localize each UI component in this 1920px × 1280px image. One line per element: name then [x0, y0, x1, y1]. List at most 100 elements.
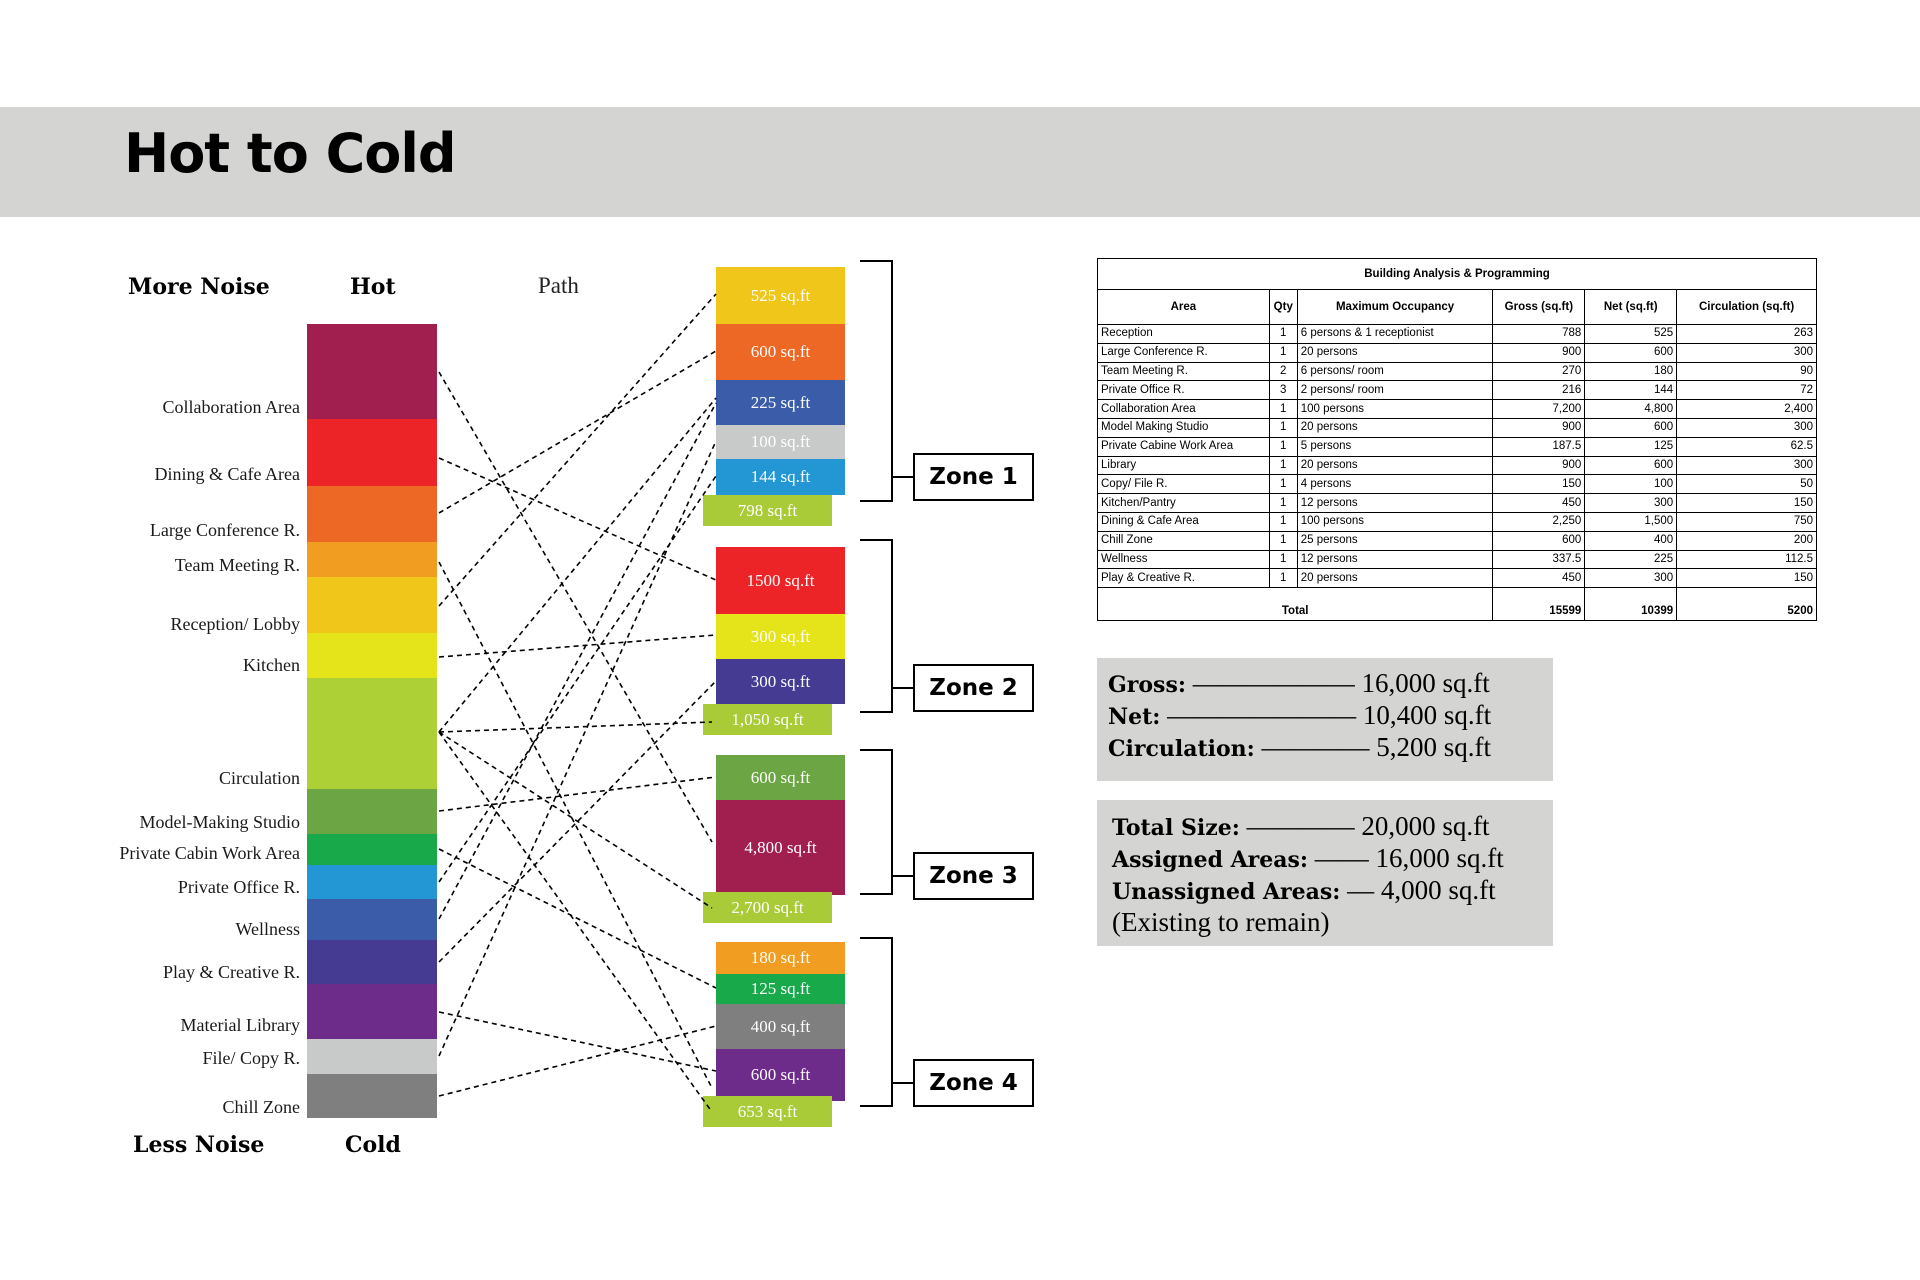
zone1-bracket [860, 260, 893, 502]
table-cell: Dining & Cafe Area [1097, 511, 1270, 532]
col-header: Qty [1268, 289, 1298, 325]
total-size-summary: Total Size: ———— 20,000 sq.ft [1112, 811, 1490, 842]
table-cell: 1 [1268, 493, 1298, 513]
path-line [438, 293, 717, 607]
table-cell: 216 [1492, 380, 1586, 401]
table-cell: 1,500 [1584, 511, 1678, 532]
table-cell: 180 [1584, 361, 1678, 382]
net-dash: ——————— [1167, 700, 1357, 730]
table-cell: 100 [1584, 474, 1678, 495]
table-row: Large Conference R. 1 20 persons 900 600 300 [1097, 342, 1817, 363]
zone4-block: 125 sq.ft [716, 974, 845, 1004]
table-cell: 263 [1676, 324, 1817, 344]
table-cell: 62.5 [1676, 436, 1817, 457]
table-cell: 750 [1676, 511, 1817, 532]
table-cell: 20 persons [1296, 568, 1494, 589]
table-cell: Large Conference R. [1097, 342, 1270, 363]
table-cell: 1 [1268, 530, 1298, 551]
spectrum-label: File/ Copy R. [202, 1048, 300, 1068]
size-summary-box [1097, 800, 1553, 946]
table-cell: Private Office R. [1097, 380, 1270, 401]
circulation-dash: ———— [1261, 732, 1370, 762]
table-cell: 5 persons [1296, 436, 1494, 457]
table-row: Private Office R. 3 2 persons/ room 216 144 7… [1097, 380, 1817, 401]
table-title: Building Analysis & Programming [1097, 258, 1817, 290]
net-label: Net: [1108, 704, 1161, 730]
table-row: Private Cabine Work Area 1 5 persons 187.5 1… [1097, 436, 1817, 457]
page-title: Hot to Cold [124, 122, 457, 185]
gross-value: 16,000 sq.ft [1361, 668, 1490, 698]
table-cell: 1 [1268, 417, 1298, 438]
table-cell: 1 [1268, 342, 1298, 363]
zone3-block: 600 sq.ft [716, 755, 845, 800]
table-cell: 900 [1492, 455, 1586, 476]
zone1-block: 600 sq.ft [716, 324, 845, 380]
spectrum-label: Private Cabin Work Area [119, 843, 300, 863]
unassigned-summary: Unassigned Areas: — 4,000 sq.ft [1112, 875, 1496, 906]
table-cell: 20 persons [1296, 455, 1494, 476]
table-row: Team Meeting R. 2 6 persons/ room 270 180 90 [1097, 361, 1817, 382]
spectrum-segment-reception [307, 577, 437, 633]
table-cell: 300 [1676, 417, 1817, 438]
table-cell: 100 persons [1296, 399, 1494, 419]
spectrum-segment-model-making [307, 789, 437, 834]
table-cell: 270 [1492, 361, 1586, 382]
table-cell: 1 [1268, 455, 1298, 476]
spectrum-segment-large-conference [307, 486, 437, 542]
table-cell: 2 [1268, 361, 1298, 382]
table-cell: 150 [1676, 493, 1817, 513]
table-cell: 12 persons [1296, 549, 1494, 570]
table-cell: 4 persons [1296, 474, 1494, 495]
table-cell: 900 [1492, 417, 1586, 438]
zone2-bracket [860, 539, 893, 713]
spectrum-label: Chill Zone [222, 1097, 301, 1117]
path-label: Path [538, 273, 579, 298]
gross-label: Gross: [1108, 672, 1186, 698]
table-body: Reception 1 6 persons & 1 receptionist 788 5… [1097, 324, 1817, 589]
table-cell: Library [1097, 455, 1270, 476]
table-row: Collaboration Area 1 100 persons 7,200 4,800… [1097, 399, 1817, 419]
less-noise-label: Less Noise [133, 1132, 265, 1158]
spectrum-segment-team-meeting [307, 542, 437, 577]
table-cell: 1 [1268, 436, 1298, 457]
spectrum-segment-file-copy [307, 1039, 437, 1074]
table-cell: 200 [1676, 530, 1817, 551]
table-cell: 2,400 [1676, 399, 1817, 419]
table-cell: 600 [1492, 530, 1586, 551]
assigned-value: 16,000 sq.ft [1375, 843, 1504, 873]
total-size-value: 20,000 sq.ft [1361, 811, 1490, 841]
table-cell: 600 [1584, 455, 1678, 476]
table-cell: 1 [1268, 399, 1298, 419]
total-size-label: Total Size: [1112, 815, 1240, 841]
zone4-block: 180 sq.ft [716, 942, 845, 974]
zone1-label: Zone 1 [913, 453, 1034, 501]
spectrum-segment-circulation [307, 678, 437, 789]
spectrum-label: Wellness [235, 919, 300, 939]
table-row: Reception 1 6 persons & 1 receptionist 788 5… [1097, 324, 1817, 344]
table-cell: 6 persons & 1 receptionist [1296, 324, 1494, 344]
assigned-dash: —— [1314, 843, 1369, 873]
table-row: Kitchen/Pantry 1 12 persons 450 300 150 [1097, 493, 1817, 513]
total-circulation: 5200 [1676, 587, 1817, 622]
path-line [438, 1011, 717, 1072]
path-line [438, 731, 713, 1113]
zone3-bracket [860, 749, 893, 895]
table-cell: 400 [1584, 530, 1678, 551]
zone1-block: 525 sq.ft [716, 267, 845, 324]
circulation-summary: Circulation: ———— 5,200 sq.ft [1108, 732, 1491, 763]
table-cell: 25 persons [1296, 530, 1494, 551]
gross-summary: Gross: —————— 16,000 sq.ft [1108, 668, 1490, 699]
zone4-bracket [860, 937, 893, 1107]
table-cell: 337.5 [1492, 549, 1586, 570]
table-row: Copy/ File R. 1 4 persons 150 100 50 [1097, 474, 1817, 495]
table-cell: 2,250 [1492, 511, 1586, 532]
hot-label: Hot [350, 274, 396, 300]
table-cell: Wellness [1097, 549, 1270, 570]
table-cell: 4,800 [1584, 399, 1678, 419]
zone2-total: 1,050 sq.ft [703, 704, 832, 735]
table-cell: 450 [1492, 493, 1586, 513]
spectrum-label: Dining & Cafe Area [154, 464, 300, 484]
table-cell: 525 [1584, 324, 1678, 344]
table-cell: 6 persons/ room [1296, 361, 1494, 382]
